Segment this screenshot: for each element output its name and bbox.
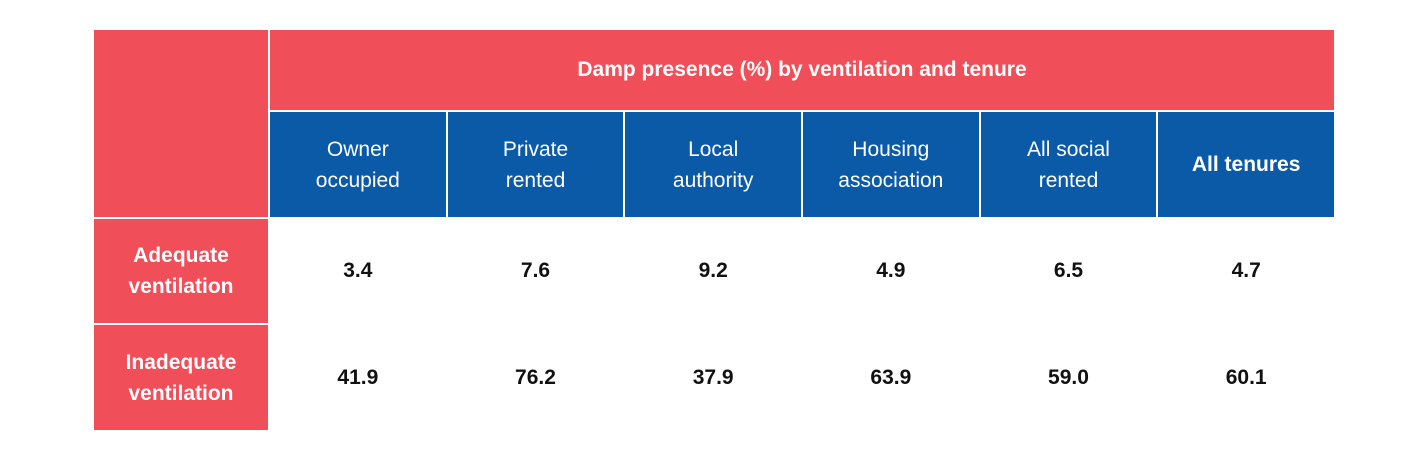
damp-table: Damp presence (%) by ventilation and ten… — [94, 30, 1334, 430]
column-header-line: Local — [688, 137, 739, 161]
column-header-line: All tenures — [1191, 153, 1301, 176]
column-header-line: association — [838, 168, 944, 192]
column-header-line: occupied — [315, 168, 400, 192]
column-header-line: rented — [505, 168, 566, 192]
column-header-all-tenures: All tenures — [1158, 112, 1334, 217]
column-header-line: authority — [672, 168, 754, 192]
table-cell: 63.9 — [803, 325, 979, 430]
row-header-adequate-ventilation: Adequate ventilation — [94, 219, 268, 323]
column-header-line: rented — [1038, 168, 1099, 192]
table-title: Damp presence (%) by ventilation and ten… — [270, 30, 1334, 110]
table-cell: 76.2 — [447, 325, 624, 430]
table-cell: 4.7 — [1158, 219, 1334, 323]
column-header-local-authority: Local authority — [625, 112, 801, 217]
column-header-all-social-rented: All social rented — [980, 112, 1157, 217]
column-header-line: All social — [1027, 137, 1110, 161]
row-header-line: ventilation — [128, 381, 234, 405]
row-header-line: ventilation — [128, 275, 234, 298]
column-header-private-rented: Private rented — [447, 112, 624, 217]
table-cell: 41.9 — [270, 325, 446, 430]
table-cell: 9.2 — [625, 219, 801, 323]
column-header-owner-occupied: Owner occupied — [270, 112, 446, 217]
column-header-line: Private — [502, 137, 569, 161]
row-header-inadequate-ventilation: Inadequate ventilation — [94, 325, 268, 430]
column-header-line: Housing — [852, 137, 930, 161]
row-header-line: Adequate — [133, 244, 229, 267]
table-cell: 3.4 — [270, 219, 446, 323]
table-corner — [94, 30, 268, 217]
table-cell: 60.1 — [1158, 325, 1334, 430]
table-cell: 37.9 — [625, 325, 801, 430]
table-cell: 6.5 — [980, 219, 1157, 323]
row-header-line: Inadequate — [125, 350, 237, 374]
column-header-housing-association: Housing association — [803, 112, 979, 217]
table-cell: 7.6 — [447, 219, 624, 323]
table-cell: 4.9 — [803, 219, 979, 323]
table-cell: 59.0 — [980, 325, 1157, 430]
column-header-line: Owner — [326, 137, 389, 161]
